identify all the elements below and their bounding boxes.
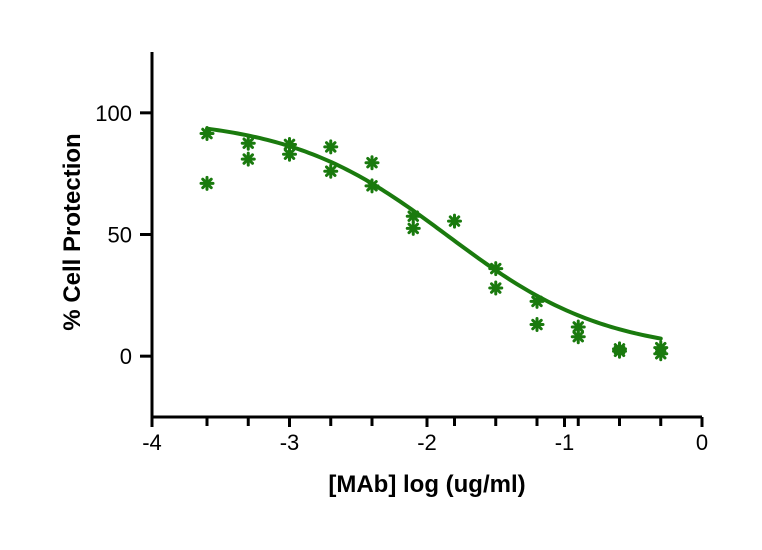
- axes: [150, 52, 702, 419]
- data-point: [405, 208, 421, 224]
- data-point: [323, 139, 339, 155]
- data-point: [488, 261, 504, 277]
- data-point: [199, 175, 215, 191]
- x-tick-label: -3: [280, 430, 300, 455]
- y-tick-label: 100: [95, 101, 132, 126]
- fit-curve: [205, 126, 663, 341]
- data-point: [199, 126, 215, 142]
- data-point: [240, 135, 256, 151]
- data-point: [653, 346, 669, 362]
- data-point: [529, 293, 545, 309]
- data-point: [323, 163, 339, 179]
- ticks: -4 -3 -2 -1 0 0 50 100: [95, 101, 708, 455]
- data-point: [240, 151, 256, 167]
- x-tick-label: -4: [142, 430, 162, 455]
- data-point: [612, 343, 627, 359]
- data-point: [570, 329, 586, 345]
- y-tick-label: 50: [108, 223, 132, 248]
- data-points: [199, 126, 669, 362]
- y-axis-title: % Cell Protection: [59, 133, 86, 330]
- data-point: [282, 146, 297, 162]
- data-point: [447, 213, 462, 229]
- x-axis-title: [MAb] log (ug/ml): [328, 471, 525, 498]
- x-tick-label: -2: [417, 430, 437, 455]
- x-tick-label: 0: [696, 430, 708, 455]
- data-point: [364, 178, 380, 194]
- data-point: [488, 280, 504, 296]
- data-point: [529, 317, 545, 333]
- data-point: [364, 155, 380, 171]
- fit-curve-group: [205, 126, 663, 341]
- x-tick-label: -1: [555, 430, 575, 455]
- y-tick-label: 0: [120, 344, 132, 369]
- data-point: [405, 220, 421, 236]
